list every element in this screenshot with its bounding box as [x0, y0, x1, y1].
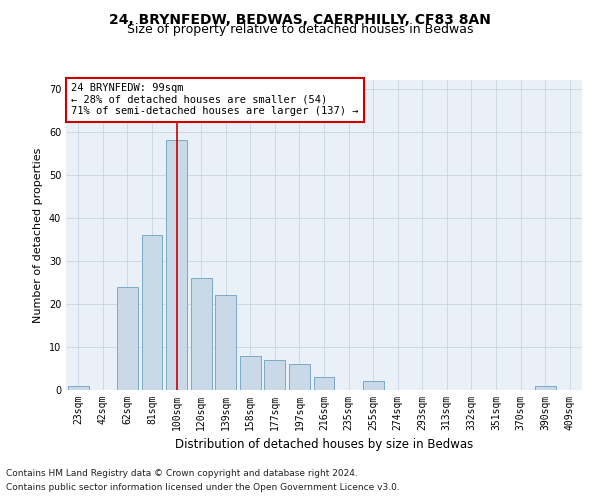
Text: Contains public sector information licensed under the Open Government Licence v3: Contains public sector information licen… [6, 484, 400, 492]
Bar [240, 356, 261, 390]
Bar [535, 386, 556, 390]
Bar [191, 278, 212, 390]
Bar [117, 286, 138, 390]
Text: 24 BRYNFEDW: 99sqm
← 28% of detached houses are smaller (54)
71% of semi-detache: 24 BRYNFEDW: 99sqm ← 28% of detached hou… [71, 83, 359, 116]
Y-axis label: Number of detached properties: Number of detached properties [33, 148, 43, 322]
Bar [265, 360, 286, 390]
X-axis label: Distribution of detached houses by size in Bedwas: Distribution of detached houses by size … [175, 438, 473, 452]
Text: Size of property relative to detached houses in Bedwas: Size of property relative to detached ho… [127, 24, 473, 36]
Text: 24, BRYNFEDW, BEDWAS, CAERPHILLY, CF83 8AN: 24, BRYNFEDW, BEDWAS, CAERPHILLY, CF83 8… [109, 12, 491, 26]
Text: Contains HM Land Registry data © Crown copyright and database right 2024.: Contains HM Land Registry data © Crown c… [6, 468, 358, 477]
Bar [362, 382, 383, 390]
Bar [68, 386, 89, 390]
Bar [166, 140, 187, 390]
Bar [142, 235, 163, 390]
Bar [314, 377, 334, 390]
Bar [289, 364, 310, 390]
Bar [215, 296, 236, 390]
